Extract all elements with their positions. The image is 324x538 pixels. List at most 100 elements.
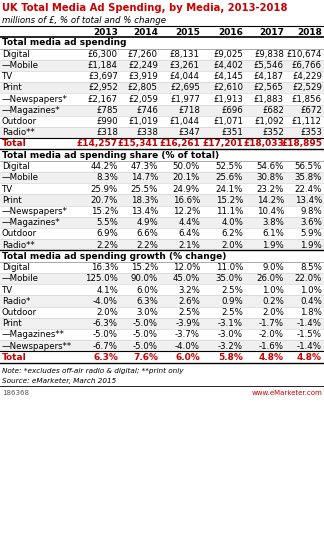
Bar <box>0 295 324 307</box>
Text: 9.0%: 9.0% <box>262 263 284 272</box>
Bar <box>0 206 324 217</box>
Text: £2,529: £2,529 <box>292 83 322 93</box>
Text: 0.9%: 0.9% <box>221 297 243 306</box>
Text: £990: £990 <box>96 117 118 126</box>
Text: UK Total Media Ad Spending, by Media, 2013-2018: UK Total Media Ad Spending, by Media, 20… <box>2 3 287 13</box>
Text: £1,856: £1,856 <box>292 95 322 104</box>
Text: Total media ad spending share (% of total): Total media ad spending share (% of tota… <box>2 151 219 160</box>
Text: Total: Total <box>2 353 27 362</box>
Text: —Magazines*: —Magazines* <box>2 218 61 227</box>
Text: 14.2%: 14.2% <box>257 196 284 205</box>
Bar <box>0 150 324 161</box>
Text: £2,952: £2,952 <box>88 83 118 93</box>
Text: £6,766: £6,766 <box>292 61 322 70</box>
Text: £4,187: £4,187 <box>254 72 284 81</box>
Bar <box>0 194 324 206</box>
Text: Total: Total <box>2 139 27 148</box>
Text: TV: TV <box>2 185 13 194</box>
Text: 5.8%: 5.8% <box>218 353 243 362</box>
Text: £347: £347 <box>178 128 200 137</box>
Text: 26.0%: 26.0% <box>257 274 284 284</box>
Text: £18,033: £18,033 <box>243 139 284 148</box>
Text: £2,695: £2,695 <box>170 83 200 93</box>
Text: Radio*: Radio* <box>2 297 30 306</box>
Text: £1,019: £1,019 <box>128 117 158 126</box>
Text: 4.1%: 4.1% <box>96 286 118 295</box>
Text: -5.0%: -5.0% <box>133 319 158 328</box>
Bar <box>0 284 324 295</box>
Text: £2,167: £2,167 <box>88 95 118 104</box>
Text: 24.9%: 24.9% <box>173 185 200 194</box>
Text: 12.0%: 12.0% <box>173 263 200 272</box>
Text: Radio**: Radio** <box>2 240 35 250</box>
Bar <box>0 341 324 351</box>
Bar <box>0 329 324 341</box>
Text: £785: £785 <box>96 106 118 115</box>
Text: -6.7%: -6.7% <box>93 342 118 351</box>
Text: —Newspapers*: —Newspapers* <box>2 95 68 104</box>
Text: 90.0%: 90.0% <box>131 274 158 284</box>
Text: 23.2%: 23.2% <box>257 185 284 194</box>
Text: £682: £682 <box>262 106 284 115</box>
Text: 24.1%: 24.1% <box>216 185 243 194</box>
Text: www.eMarketer.com: www.eMarketer.com <box>251 390 322 396</box>
Text: £3,261: £3,261 <box>170 61 200 70</box>
Bar <box>0 228 324 239</box>
Text: 50.0%: 50.0% <box>173 162 200 171</box>
Text: 11.1%: 11.1% <box>216 207 243 216</box>
Text: £9,838: £9,838 <box>254 50 284 59</box>
Text: 1.0%: 1.0% <box>300 286 322 295</box>
Text: £6,300: £6,300 <box>88 50 118 59</box>
Text: £1,184: £1,184 <box>88 61 118 70</box>
Text: £1,977: £1,977 <box>170 95 200 104</box>
Text: 6.4%: 6.4% <box>178 229 200 238</box>
Text: £9,025: £9,025 <box>213 50 243 59</box>
Text: £353: £353 <box>300 128 322 137</box>
Text: 2014: 2014 <box>133 27 158 37</box>
Text: £18,895: £18,895 <box>281 139 322 148</box>
Text: 20.1%: 20.1% <box>173 173 200 182</box>
Text: 4.8%: 4.8% <box>259 353 284 362</box>
Text: 15.2%: 15.2% <box>91 207 118 216</box>
Bar <box>0 138 324 150</box>
Text: 14.7%: 14.7% <box>131 173 158 182</box>
Text: £2,565: £2,565 <box>254 83 284 93</box>
Text: 2.5%: 2.5% <box>221 308 243 317</box>
Text: 47.3%: 47.3% <box>131 162 158 171</box>
Text: 4.9%: 4.9% <box>136 218 158 227</box>
Text: £2,059: £2,059 <box>128 95 158 104</box>
Text: Print: Print <box>2 196 22 205</box>
Text: -1.5%: -1.5% <box>297 330 322 339</box>
Text: 6.6%: 6.6% <box>136 229 158 238</box>
Bar <box>0 250 324 262</box>
Text: Total media ad spending growth (% change): Total media ad spending growth (% change… <box>2 252 226 261</box>
Text: 15.2%: 15.2% <box>131 263 158 272</box>
Text: TV: TV <box>2 286 13 295</box>
Text: 1.9%: 1.9% <box>300 240 322 250</box>
Text: 1.9%: 1.9% <box>262 240 284 250</box>
Text: -3.0%: -3.0% <box>218 330 243 339</box>
Bar <box>0 172 324 183</box>
Text: 30.8%: 30.8% <box>257 173 284 182</box>
Bar <box>0 183 324 194</box>
Text: —Magazines**: —Magazines** <box>2 330 65 339</box>
Bar <box>0 351 324 363</box>
Text: 8.5%: 8.5% <box>300 263 322 272</box>
Text: Outdoor: Outdoor <box>2 117 37 126</box>
Text: -3.2%: -3.2% <box>218 342 243 351</box>
Text: 186368: 186368 <box>2 390 29 396</box>
Text: £696: £696 <box>221 106 243 115</box>
Text: 125.0%: 125.0% <box>85 274 118 284</box>
Text: 13.4%: 13.4% <box>295 196 322 205</box>
Text: Print: Print <box>2 83 22 93</box>
Text: 22.0%: 22.0% <box>295 274 322 284</box>
Text: 2017: 2017 <box>259 27 284 37</box>
Text: £4,402: £4,402 <box>213 61 243 70</box>
Text: 6.0%: 6.0% <box>136 286 158 295</box>
Text: 3.0%: 3.0% <box>136 308 158 317</box>
Bar <box>0 82 324 93</box>
Text: 2016: 2016 <box>218 27 243 37</box>
Text: 35.0%: 35.0% <box>216 274 243 284</box>
Text: Digital: Digital <box>2 263 30 272</box>
Text: 15.2%: 15.2% <box>216 196 243 205</box>
